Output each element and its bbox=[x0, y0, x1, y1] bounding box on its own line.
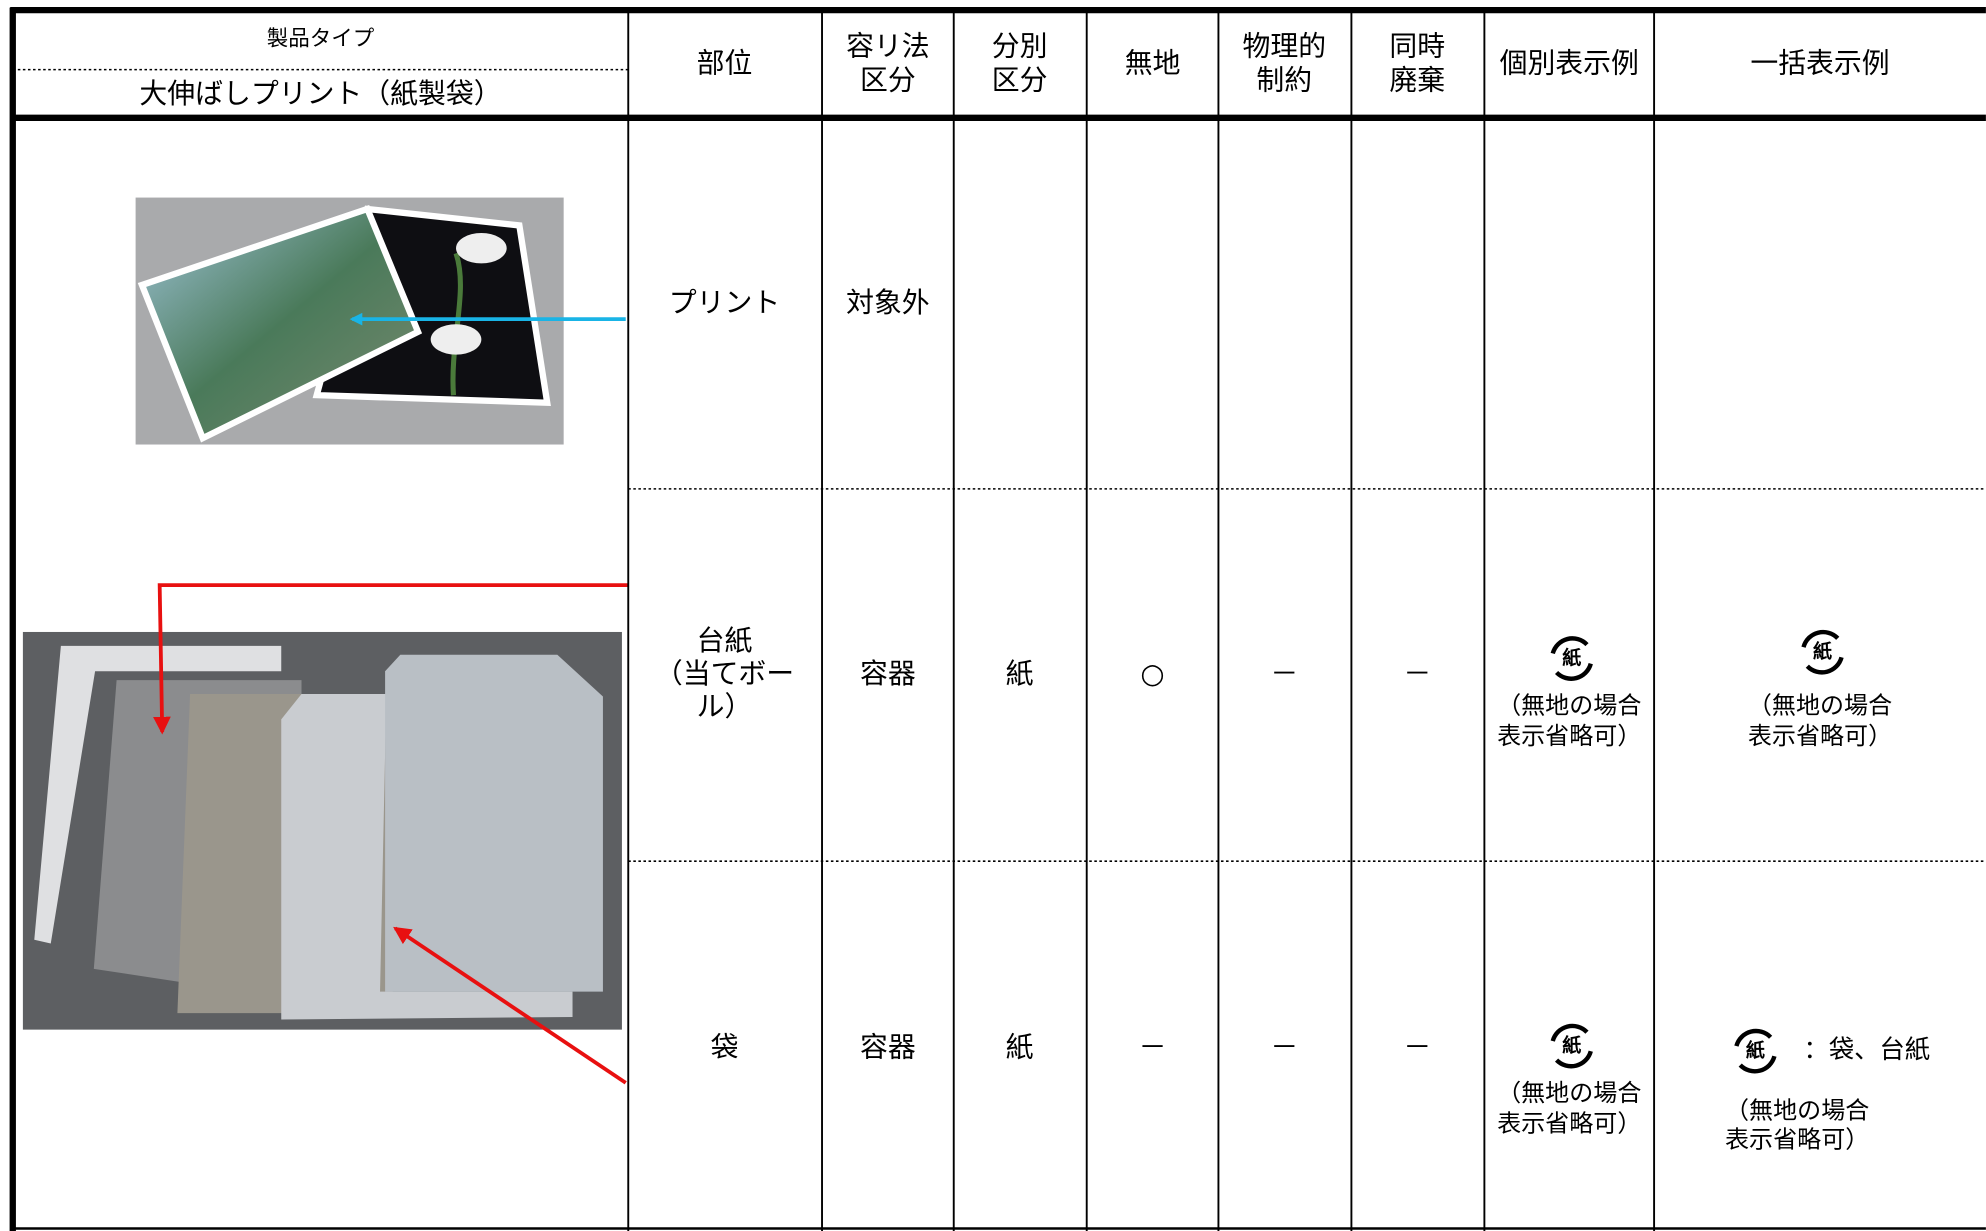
mark-arrow bbox=[1550, 636, 1589, 655]
recycle-mark: 紙 bbox=[1550, 636, 1593, 681]
mark-text: 紙 bbox=[1813, 640, 1832, 663]
note: 表示省略可） bbox=[1497, 1110, 1641, 1138]
cell-text: 容器 bbox=[860, 657, 916, 690]
part: （当てボー bbox=[655, 657, 794, 690]
header-label: 製品タイプ bbox=[267, 26, 375, 51]
arrows bbox=[153, 312, 629, 1085]
note: 表示省略可） bbox=[1748, 722, 1892, 750]
note: （無地の場合 bbox=[1748, 692, 1892, 720]
part: 台紙 bbox=[697, 624, 753, 657]
recycle-mark: 紙 bbox=[1801, 629, 1844, 675]
recycle-mark: 紙 bbox=[1550, 1023, 1593, 1069]
cell-text: － bbox=[1270, 1031, 1298, 1064]
column-header: 分別 bbox=[992, 29, 1048, 62]
cell-text: 対象外 bbox=[846, 286, 930, 319]
note: （無地の場合 bbox=[1497, 1079, 1641, 1107]
part: 袋 bbox=[711, 1031, 739, 1064]
column-header: 容リ法 bbox=[846, 29, 930, 62]
mark-text: 紙 bbox=[1562, 1034, 1581, 1057]
photo-print bbox=[135, 197, 564, 445]
column-header: 制約 bbox=[1256, 64, 1312, 97]
mark-text: 紙 bbox=[1562, 646, 1581, 669]
column-header: 一括表示例 bbox=[1750, 47, 1889, 80]
mark-arrow bbox=[1554, 1050, 1593, 1069]
note: （無地の場合 bbox=[1725, 1096, 1869, 1124]
cell-text: － bbox=[1270, 657, 1298, 690]
recycle-mark: 紙 bbox=[1734, 1028, 1777, 1074]
mark-arrow bbox=[1805, 656, 1844, 675]
cell-text: － bbox=[1403, 657, 1431, 690]
note: （無地の場合 bbox=[1497, 692, 1641, 720]
column-header: 個別表示例 bbox=[1500, 47, 1639, 80]
mark-arrow bbox=[1550, 1023, 1589, 1042]
mark-arrow bbox=[1734, 1028, 1773, 1047]
note: 表示省略可） bbox=[1497, 722, 1641, 750]
mark-arrow bbox=[1554, 662, 1593, 681]
bulk-text: ：袋、台紙 bbox=[1804, 1034, 1931, 1064]
mark-arrow bbox=[1738, 1055, 1777, 1074]
part: ル） bbox=[697, 690, 753, 723]
photo-bags bbox=[22, 631, 622, 1030]
column-header: 物理的 bbox=[1242, 29, 1326, 62]
column-header: 区分 bbox=[992, 64, 1048, 97]
column-header: 廃棄 bbox=[1389, 64, 1445, 97]
cell-text: ○ bbox=[1140, 657, 1164, 690]
column-header: 同時 bbox=[1389, 29, 1445, 62]
note: 表示省略可） bbox=[1725, 1125, 1869, 1153]
mark-text: 紙 bbox=[1746, 1039, 1765, 1062]
cell-text: 容器 bbox=[860, 1031, 916, 1064]
cell-text: 紙 bbox=[1006, 657, 1034, 690]
cell-text: － bbox=[1139, 1031, 1167, 1064]
cell-text: 紙 bbox=[1006, 1031, 1034, 1064]
column-header: 部位 bbox=[697, 47, 753, 80]
header-title: 大伸ばしプリント（紙製袋） bbox=[139, 77, 501, 110]
cell-text: － bbox=[1403, 1031, 1431, 1064]
table-grid bbox=[9, 6, 1986, 1231]
mark-arrow bbox=[1801, 629, 1840, 648]
part: プリント bbox=[669, 286, 780, 319]
column-header: 無地 bbox=[1125, 47, 1181, 80]
column-header: 区分 bbox=[860, 64, 916, 97]
